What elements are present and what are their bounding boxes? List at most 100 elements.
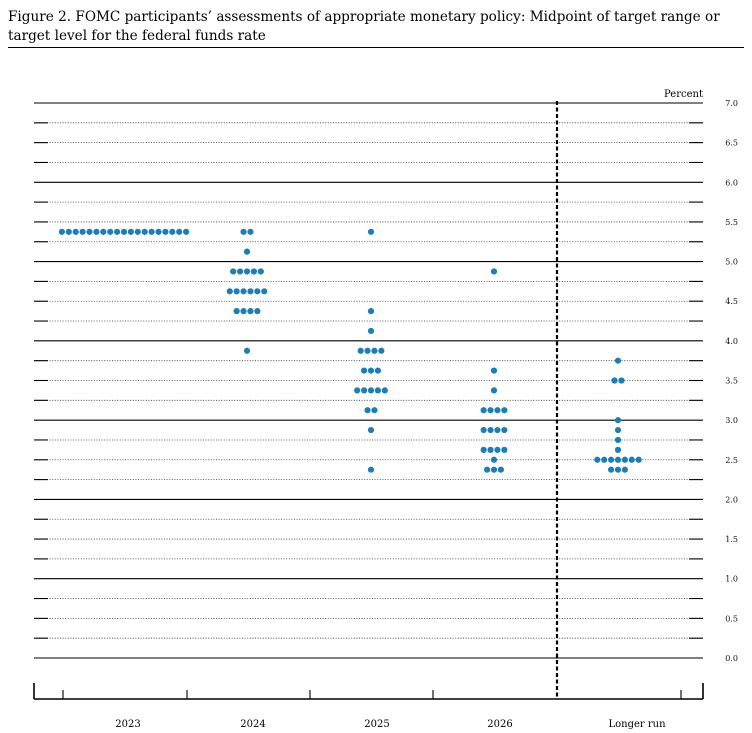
- participant-dot: [155, 228, 162, 235]
- participant-dot: [354, 387, 361, 394]
- participant-dot: [614, 417, 622, 424]
- participant-dot: [594, 456, 601, 463]
- participant-dot: [361, 367, 368, 374]
- participant-dot: [247, 288, 254, 295]
- participant-dot: [614, 446, 622, 453]
- participant-dot: [367, 426, 375, 434]
- x-axis-category-labels: 2023 2024 2025 2026 Longer run: [115, 719, 666, 730]
- participant-dot: [243, 268, 251, 275]
- participant-dot: [608, 456, 615, 463]
- x-category-label: 2026: [487, 719, 512, 730]
- participant-dot: [367, 387, 375, 394]
- y-tick-label: 0.5: [725, 614, 738, 623]
- participant-dot: [176, 228, 183, 235]
- participant-dot: [367, 327, 375, 335]
- y-axis-tick-labels: 0.0 0.5 1.0 1.5 2.0 2.5 3.0 3.5 4.0 4.5 5.0 5.5 6.0 6…: [725, 99, 738, 663]
- y-tick-label: 3.5: [725, 377, 738, 386]
- participant-dot: [169, 228, 176, 235]
- participant-dot: [100, 228, 107, 235]
- participant-dot: [367, 367, 375, 374]
- participant-dot: [127, 228, 134, 235]
- participant-dot: [371, 347, 378, 354]
- participant-dot: [635, 456, 642, 463]
- participant-dot: [361, 387, 368, 394]
- participant-dot: [261, 288, 268, 295]
- participant-dot: [501, 426, 508, 434]
- participant-dot: [611, 377, 618, 384]
- participant-dot: [247, 308, 254, 315]
- participant-dot: [487, 446, 494, 453]
- participant-dot: [614, 357, 622, 364]
- participant-dot: [230, 268, 237, 275]
- participant-dot: [490, 456, 498, 463]
- participant-dot: [618, 377, 625, 384]
- participant-dot: [240, 288, 247, 295]
- participant-dot: [494, 446, 501, 453]
- participant-dot: [480, 446, 487, 453]
- x-category-label: 2023: [115, 719, 140, 730]
- participant-dot: [608, 466, 615, 473]
- participant-dot: [247, 228, 254, 235]
- participant-dot: [148, 228, 155, 235]
- y-tick-label: 1.5: [725, 535, 738, 544]
- x-category-label: 2024: [240, 719, 265, 730]
- x-category-label: Longer run: [608, 719, 666, 730]
- participant-dot: [250, 268, 257, 275]
- participant-dot: [107, 228, 114, 235]
- participant-dot: [614, 466, 622, 473]
- participant-dot: [58, 228, 65, 235]
- participant-dot: [183, 228, 190, 235]
- participant-dot: [254, 288, 261, 295]
- participant-dot: [621, 466, 629, 473]
- y-tick-label: 1.0: [725, 575, 738, 584]
- participant-dot: [490, 367, 498, 374]
- participant-dot: [480, 407, 487, 414]
- y-tick-label: 4.0: [725, 337, 738, 346]
- participant-dot: [614, 436, 622, 444]
- participant-dot: [374, 367, 381, 374]
- participant-dot: [367, 308, 375, 315]
- participant-dot: [490, 268, 498, 275]
- participant-dot: [614, 456, 622, 463]
- participant-dots: [58, 228, 642, 473]
- participant-dot: [243, 248, 251, 255]
- x-axis: [33, 683, 704, 700]
- participant-dot: [233, 288, 240, 295]
- y-tick-label: 6.0: [725, 178, 738, 187]
- participant-dot: [621, 456, 629, 463]
- participant-dot: [364, 407, 371, 414]
- participant-dot: [374, 387, 381, 394]
- participant-dot: [162, 228, 169, 235]
- grid-lines: [34, 102, 703, 659]
- y-tick-label: 3.0: [725, 416, 738, 425]
- participant-dot: [114, 228, 121, 235]
- participant-dot: [490, 466, 498, 473]
- participant-dot: [240, 228, 247, 235]
- participant-dot: [367, 466, 375, 473]
- participant-dot: [79, 228, 86, 235]
- y-axis-unit-label: Percent: [664, 89, 703, 100]
- title-rule: [8, 47, 744, 48]
- y-tick-label: 5.5: [725, 218, 738, 227]
- participant-dot: [497, 466, 504, 473]
- participant-dot: [257, 268, 264, 275]
- participant-dot: [371, 407, 378, 414]
- participant-dot: [86, 228, 93, 235]
- participant-dot: [378, 347, 385, 354]
- participant-dot: [490, 387, 498, 394]
- participant-dot: [367, 228, 375, 235]
- y-tick-label: 6.5: [725, 139, 738, 148]
- y-tick-label: 2.5: [725, 456, 738, 465]
- participant-dot: [364, 347, 371, 354]
- participant-dot: [233, 308, 240, 315]
- participant-dot: [614, 426, 622, 434]
- participant-dot: [120, 228, 128, 235]
- participant-dot: [254, 308, 261, 315]
- participant-dot: [628, 456, 635, 463]
- participant-dot: [237, 268, 244, 275]
- participant-dot: [487, 407, 494, 414]
- y-tick-label: 5.0: [725, 258, 738, 267]
- participant-dot: [381, 387, 388, 394]
- y-tick-label: 7.0: [725, 99, 738, 108]
